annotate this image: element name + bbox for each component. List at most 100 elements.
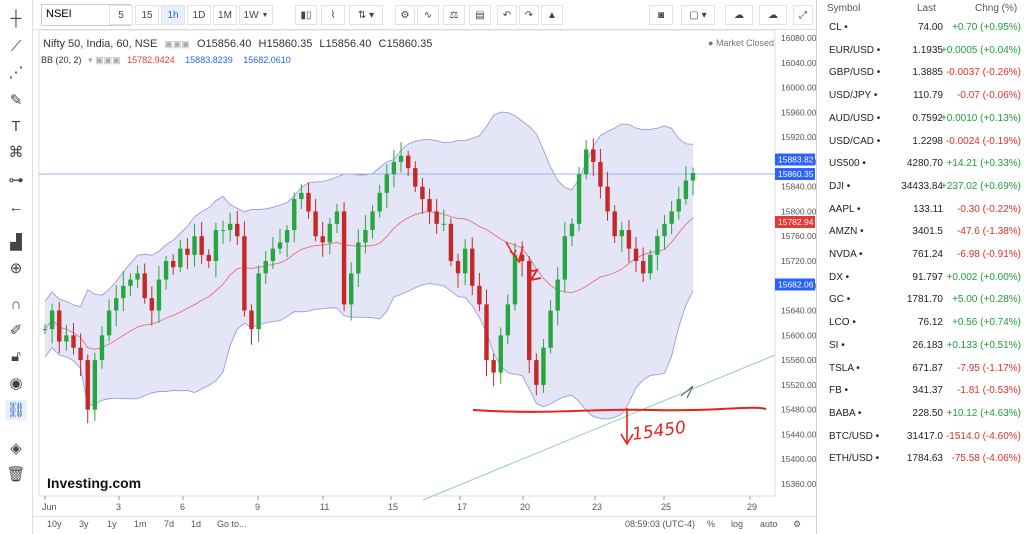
trash-icon[interactable]: 🗑︎ bbox=[6, 466, 26, 483]
watchlist-row[interactable]: AUD/USD • 0.7592 +0.0010 (+0.13%) bbox=[817, 108, 1024, 130]
chart-area[interactable]: 16080.00 16040.00 16000.00 15960.00 15920.00… bbox=[33, 30, 816, 534]
candle-body bbox=[142, 273, 147, 299]
watchlist-row[interactable]: GC • 1781.70 +5.00 (+0.28%) bbox=[817, 289, 1024, 311]
watchlist-row[interactable]: US500 • 4280.70 +14.21 (+0.33%) bbox=[817, 153, 1024, 175]
settings-small-icon[interactable]: ⚙ bbox=[793, 519, 802, 529]
candle-body bbox=[655, 236, 660, 255]
compare-icon[interactable]: ⇅ ▾ bbox=[349, 5, 383, 25]
price-tag-label: 15883.82 bbox=[778, 155, 814, 165]
watchlist-row[interactable]: DJI • 34433.84 +237.02 (+0.69%) bbox=[817, 176, 1024, 198]
redo-icon[interactable]: ↷ bbox=[519, 5, 539, 25]
range-10y[interactable]: 10y bbox=[47, 519, 62, 529]
candle-body bbox=[185, 248, 190, 255]
price-tag bbox=[775, 216, 815, 229]
watchlist-row[interactable]: BTC/USD • 31417.0 -1514.0 (-4.60%) bbox=[817, 426, 1024, 448]
watchlist-row[interactable]: DX • 91.797 +0.002 (+0.00%) bbox=[817, 267, 1024, 289]
percent-toggle[interactable]: % bbox=[707, 519, 716, 529]
goto-button[interactable]: Go to... bbox=[217, 519, 247, 529]
range-1y[interactable]: 1y bbox=[107, 519, 117, 529]
range-7d[interactable]: 7d bbox=[164, 519, 175, 529]
watchlist-last: 110.79 bbox=[913, 90, 943, 102]
interval-1h[interactable]: 1h bbox=[161, 5, 185, 25]
interval-1m[interactable]: 1M bbox=[213, 5, 237, 25]
watchlist-row[interactable]: ETH/USD • 1784.63 -75.58 (-4.06%) bbox=[817, 448, 1024, 470]
scale-icon[interactable]: ⚖ bbox=[443, 5, 465, 25]
undo-icon[interactable]: ↶ bbox=[497, 5, 517, 25]
interval-1d[interactable]: 1D bbox=[187, 5, 211, 25]
bb-upper-value: 15782.9424 bbox=[127, 55, 175, 65]
candles-icon[interactable]: ▮▯ bbox=[295, 5, 317, 25]
annotation-arrow-small bbox=[514, 245, 524, 264]
watchlist-symbol: FB • bbox=[829, 385, 849, 397]
watchlist-row[interactable]: TSLA • 671.87 -7.95 (-1.17%) bbox=[817, 358, 1024, 380]
cloud-upload-icon[interactable]: ☁ bbox=[759, 5, 787, 25]
watchlist-row[interactable]: AMZN • 3401.5 -47.6 (-1.38%) bbox=[817, 221, 1024, 243]
candle-body bbox=[64, 335, 69, 342]
watchlist-row[interactable]: FB • 341.37 -1.81 (-0.53%) bbox=[817, 380, 1024, 402]
watchlist-last: 74.00 bbox=[917, 22, 943, 33]
interval-1w[interactable]: 1W ▼ bbox=[239, 5, 273, 25]
open-value: 15856.40 bbox=[205, 38, 252, 50]
brush-icon[interactable]: ✎ bbox=[9, 92, 23, 109]
candle-body bbox=[491, 360, 496, 373]
crosshair-icon[interactable]: ┼ bbox=[10, 9, 22, 27]
y-tick-label: 15760.00 bbox=[781, 231, 816, 241]
link-icon[interactable]: ⛓︎ bbox=[5, 400, 27, 420]
range-1d[interactable]: 1d bbox=[191, 519, 202, 529]
indicators-icon[interactable]: ⌇ bbox=[321, 5, 345, 25]
candle-body bbox=[562, 236, 568, 280]
pattern-icon[interactable]: ⌘ bbox=[8, 144, 24, 161]
interval-15[interactable]: 15 bbox=[135, 5, 159, 25]
low-label: L bbox=[319, 38, 326, 50]
measure-icon[interactable]: ▟ bbox=[10, 234, 22, 251]
fullscreen-icon[interactable]: ⤢ bbox=[793, 5, 813, 25]
watchlist-row[interactable]: BABA • 228.50 +10.12 (+4.63%) bbox=[817, 403, 1024, 425]
text-icon[interactable]: T bbox=[11, 117, 21, 135]
watchlist-row[interactable]: GBP/USD • 1.3885 -0.0037 (-0.26%) bbox=[817, 62, 1024, 84]
fib-icon[interactable]: ⋰ bbox=[8, 64, 24, 81]
layout-icon[interactable]: ▢ ▾ bbox=[681, 5, 715, 25]
settings-icon[interactable]: ⚙ bbox=[395, 5, 415, 25]
auto-toggle[interactable]: auto bbox=[760, 519, 778, 529]
magnet-icon[interactable]: ∩ bbox=[10, 295, 22, 313]
watchlist-row[interactable]: CL • 74.00 +0.70 (+0.95%) bbox=[817, 17, 1024, 39]
watchlist-row[interactable]: USD/CAD • 1.2298 -0.0024 (-0.19%) bbox=[817, 131, 1024, 153]
log-toggle[interactable]: log bbox=[731, 519, 744, 529]
interval-5[interactable]: 5 bbox=[109, 5, 133, 25]
range-1m[interactable]: 1m bbox=[134, 519, 147, 529]
watchlist-row[interactable]: EUR/USD • 1.1935 +0.0005 (+0.04%) bbox=[817, 40, 1024, 62]
watchlist-header: Symbol Last Chng (%) bbox=[817, 0, 1024, 16]
symbol-input[interactable]: NSEI bbox=[41, 4, 131, 26]
camera-icon[interactable]: ◙ bbox=[649, 5, 673, 25]
alert-icon[interactable]: ▲ bbox=[541, 5, 563, 25]
price-tag-label: 15782.94 bbox=[778, 217, 814, 227]
price-chart[interactable]: 16080.00 16040.00 16000.00 15960.00 15920.00… bbox=[33, 30, 816, 516]
candle-body bbox=[320, 236, 325, 243]
watchlist-row[interactable]: SI • 26.183 +0.133 (+0.51%) bbox=[817, 335, 1024, 357]
ruler-icon[interactable]: ⊶ bbox=[8, 172, 24, 189]
template-icon[interactable]: ▤ bbox=[469, 5, 491, 25]
clock-readout: 08:59:03 (UTC-4) bbox=[625, 519, 696, 529]
trend-line-icon[interactable]: ⟋ bbox=[10, 37, 22, 55]
price-tag bbox=[775, 168, 815, 181]
chart-legend: Nifty 50, India, 60, NSE ▣▣▣ O15856.40 H… bbox=[43, 38, 432, 50]
back-arrow-icon[interactable]: ← bbox=[8, 198, 24, 216]
x-tick-label: 23 bbox=[592, 502, 602, 512]
watchlist-row[interactable]: AAPL • 133.11 -0.30 (-0.22%) bbox=[817, 199, 1024, 221]
layers-icon[interactable]: ◈ bbox=[10, 440, 22, 457]
eye-icon[interactable]: ◉ bbox=[9, 375, 23, 392]
watchlist-row[interactable]: NVDA • 761.24 -6.98 (-0.91%) bbox=[817, 244, 1024, 266]
range-3y[interactable]: 3y bbox=[79, 519, 89, 529]
cloud-download-icon[interactable]: ☁ bbox=[725, 5, 753, 25]
candle-body bbox=[405, 155, 411, 169]
chart-style-icon[interactable]: ∿ bbox=[417, 5, 439, 25]
watchlist-last: 671.87 bbox=[912, 362, 943, 374]
watchlist-last: 0.7592 bbox=[912, 112, 943, 124]
pencil-lock-icon[interactable]: ✐ bbox=[9, 322, 23, 339]
watchlist-row[interactable]: USD/JPY • 110.79 -0.07 (-0.06%) bbox=[817, 85, 1024, 107]
zoom-icon[interactable]: ⊕ bbox=[9, 260, 23, 277]
lock-icon[interactable]: 🔓︎ bbox=[11, 347, 21, 365]
watchlist-row[interactable]: LCO • 76.12 +0.56 (+0.74%) bbox=[817, 312, 1024, 334]
status-dot-icon: ● bbox=[708, 38, 716, 48]
header-symbol: Symbol bbox=[827, 3, 861, 14]
